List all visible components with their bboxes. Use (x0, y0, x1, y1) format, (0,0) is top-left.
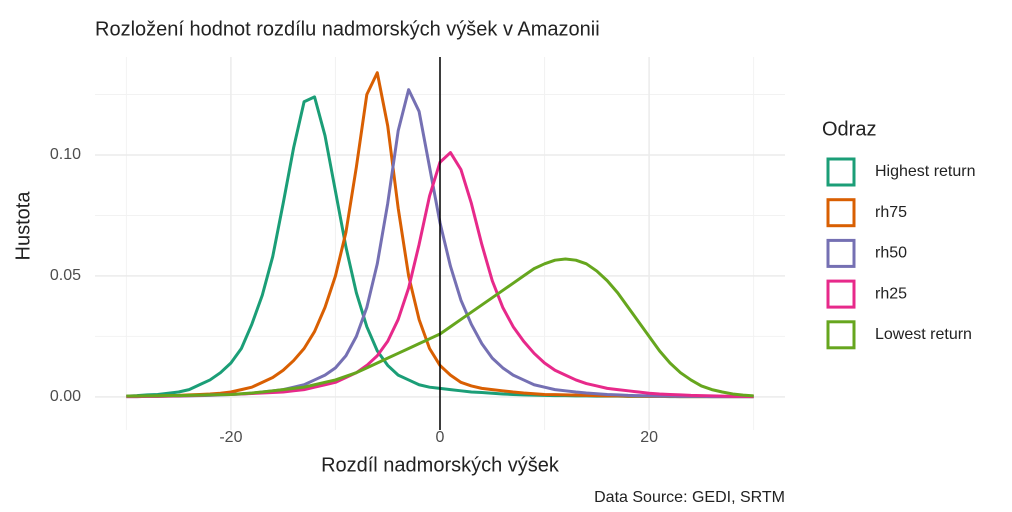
chart-title: Rozložení hodnot rozdílu nadmorských výš… (95, 18, 600, 40)
legend-key (826, 198, 856, 228)
caption: Data Source: GEDI, SRTM (594, 489, 785, 506)
legend-label: rh50 (875, 245, 907, 262)
legend-key (826, 279, 856, 309)
legend-label: Lowest return (875, 326, 972, 343)
legend-label: rh75 (875, 204, 907, 221)
y-axis-label: Hustota (12, 191, 34, 261)
y-tick-label: 0.10 (50, 146, 81, 163)
x-tick-label: 20 (640, 429, 658, 446)
y-tick-label: 0.05 (50, 267, 81, 284)
x-tick-label: -20 (219, 429, 242, 446)
legend-key (826, 238, 856, 268)
legend-key (826, 320, 856, 350)
y-tick-label: 0.00 (50, 388, 81, 405)
legend-title: Odraz (822, 118, 876, 140)
legend-key (826, 157, 856, 187)
legend-label: rh25 (875, 285, 907, 302)
legend-label: Highest return (875, 163, 976, 180)
x-axis-label: Rozdíl nadmorských výšek (321, 454, 560, 476)
x-tick-label: 0 (436, 429, 445, 446)
